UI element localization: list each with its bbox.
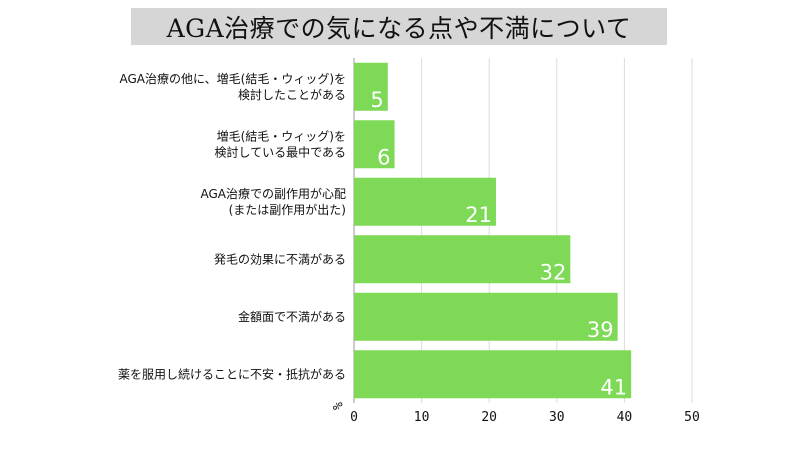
- category-label-5-line-0: 薬を服用し続けることに不安・抵抗がある: [118, 366, 346, 381]
- category-label-5: 薬を服用し続けることに不安・抵抗がある: [118, 366, 346, 381]
- category-label-0-line-1: 検討したことがある: [238, 87, 346, 102]
- bar-0: [354, 62, 388, 111]
- bar-4: [354, 292, 618, 341]
- x-tick-0: 0: [350, 410, 358, 425]
- category-label-1-line-0: 増毛(結毛・ウィッグ)を: [217, 129, 346, 143]
- value-labels: 5 6 21 32 39 41: [370, 88, 627, 400]
- x-tick-labels: 0 10 20 30 40 50: [350, 410, 700, 425]
- value-label-2: 21: [465, 203, 492, 227]
- x-tick-20: 20: [481, 410, 497, 425]
- category-label-3: 発毛の効果に不満がある: [214, 251, 346, 266]
- category-label-1: 増毛(結毛・ウィッグ)を検討している最中である: [214, 129, 346, 159]
- category-labels: AGA治療の他に、増毛(結毛・ウィッグ)を検討したことがある増毛(結毛・ウィッグ…: [118, 72, 346, 382]
- bar-2: [354, 177, 496, 226]
- category-label-2-line-1: (または副作用が出た): [229, 202, 346, 217]
- value-label-0: 5: [370, 88, 383, 112]
- chart-title-box: AGA治療での気になる点や不満について: [131, 8, 667, 45]
- x-tick-50: 50: [684, 410, 700, 425]
- category-label-1-line-1: 検討している最中である: [214, 144, 346, 159]
- bar-1: [354, 120, 395, 169]
- bars: [354, 62, 632, 399]
- category-label-2-line-0: AGA治療での副作用が心配: [200, 186, 346, 201]
- x-tick-10: 10: [414, 410, 430, 425]
- chart-title: AGA治療での気になる点や不満について: [166, 13, 632, 43]
- category-label-0: AGA治療の他に、増毛(結毛・ウィッグ)を検討したことがある: [119, 72, 346, 102]
- category-label-0-line-0: AGA治療の他に、増毛(結毛・ウィッグ)を: [119, 72, 346, 86]
- x-tick-40: 40: [617, 410, 633, 425]
- value-label-5: 41: [600, 375, 627, 399]
- x-tick-30: 30: [549, 410, 565, 425]
- category-label-3-line-0: 発毛の効果に不満がある: [214, 251, 346, 266]
- bar-3: [354, 235, 571, 284]
- value-label-4: 39: [587, 318, 614, 342]
- value-label-3: 32: [540, 260, 567, 284]
- unit-label: %: [329, 402, 344, 410]
- category-label-4: 金額面で不満がある: [238, 309, 346, 324]
- value-label-1: 6: [377, 145, 390, 169]
- bar-5: [354, 350, 632, 399]
- grid-lines: [353, 58, 693, 403]
- category-label-2: AGA治療での副作用が心配(または副作用が出た): [200, 186, 346, 217]
- category-label-4-line-0: 金額面で不満がある: [238, 309, 346, 324]
